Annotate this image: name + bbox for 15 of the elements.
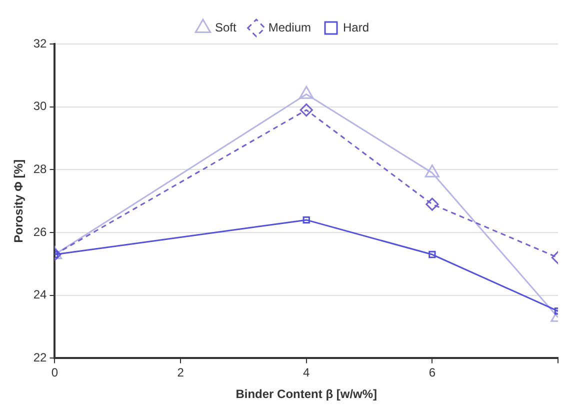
legend-label: Medium bbox=[268, 20, 312, 34]
y-tick-label: 26 bbox=[33, 224, 48, 239]
legend-label: Soft bbox=[214, 20, 237, 34]
x-tick-label: 0 bbox=[51, 366, 58, 380]
y-tick-label: 22 bbox=[33, 350, 48, 365]
legend-label: Hard bbox=[343, 20, 370, 34]
x-axis-title: Binder Content β [w/w%] bbox=[236, 387, 378, 402]
y-axis-title: Porosity Φ [%] bbox=[12, 160, 26, 243]
y-tick-label: 30 bbox=[33, 99, 48, 114]
y-tick-label: 24 bbox=[33, 288, 48, 302]
y-tick-label: 32 bbox=[33, 36, 48, 50]
x-tick-label: 2 bbox=[177, 366, 184, 380]
x-tick-label: 6 bbox=[428, 366, 436, 380]
y-tick-label: 28 bbox=[33, 162, 48, 176]
x-tick-label: 4 bbox=[303, 366, 310, 380]
